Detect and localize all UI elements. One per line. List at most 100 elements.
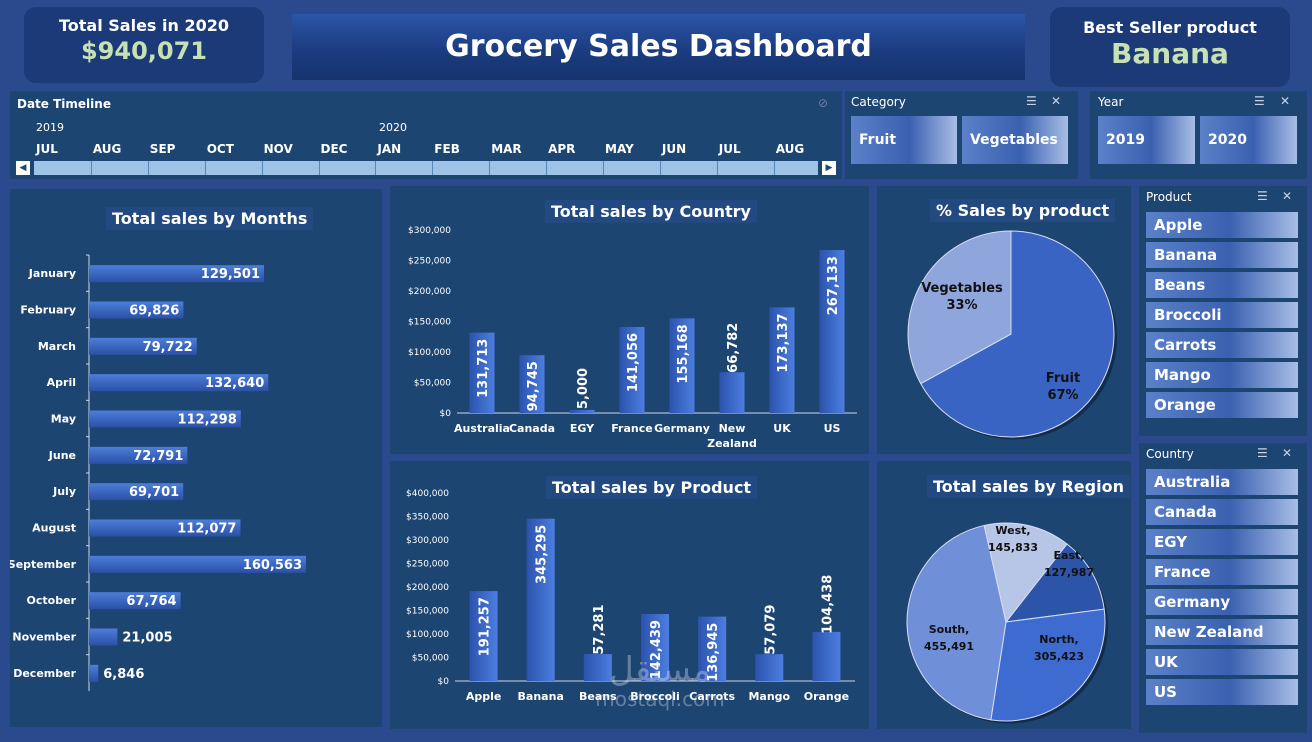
timeline-divider — [489, 161, 491, 175]
watermark-url: mostaql.com — [595, 687, 725, 711]
kpi-total-sales: Total Sales in 2020 $940,071 — [24, 7, 264, 83]
svg-country-ytick-label: $150,000 — [408, 318, 451, 328]
svg-country-category-label: Canada — [509, 422, 555, 435]
svg-pie2-slice-label: South, — [929, 623, 970, 636]
timeline-month[interactable]: DEC — [320, 142, 348, 156]
svg-product-ytick-label: $100,000 — [406, 630, 449, 640]
clear-filter-icon[interactable]: ⊘ — [818, 96, 829, 110]
country-item-egy[interactable]: EGY — [1146, 529, 1298, 555]
country-chart-title: Total sales by Country — [545, 200, 757, 223]
timeline-month[interactable]: APR — [548, 142, 576, 156]
product-item-mango[interactable]: Mango — [1146, 362, 1298, 388]
timeline-month[interactable]: FEB — [434, 142, 460, 156]
product-slicer: Product ☰ ✕ Apple Banana Beans Broccoli Carr… — [1139, 186, 1307, 436]
multi-select-icon[interactable]: ☰ — [1026, 94, 1043, 108]
months-value-label: 129,501 — [201, 267, 260, 282]
clear-filter-icon[interactable]: ✕ — [1282, 446, 1299, 460]
svg-product-value-label: 345,295 — [535, 525, 550, 584]
country-slicer: Country ☰ ✕ Australia Canada EGY France Germ… — [1139, 443, 1307, 733]
svg-country-value-label: 267,133 — [826, 256, 841, 315]
product-item-banana[interactable]: Banana — [1146, 242, 1298, 268]
svg-pie2-slice-value: 145,833 — [988, 541, 1038, 554]
months-category-label: September — [10, 558, 77, 571]
watermark-brand: مستقل — [609, 650, 711, 690]
timeline-month[interactable]: JUL — [36, 142, 58, 156]
timeline-month[interactable]: JAN — [377, 142, 402, 156]
months-value-label: 6,846 — [103, 667, 144, 682]
product-item-broccoli[interactable]: Broccoli — [1146, 302, 1298, 328]
timeline-month[interactable]: MAY — [605, 142, 634, 156]
svg-country-ytick-label: $200,000 — [408, 287, 451, 297]
months-category-label: July — [52, 485, 76, 498]
category-item-fruit[interactable]: Fruit — [851, 116, 957, 164]
year-item-2019[interactable]: 2019 — [1098, 116, 1195, 164]
timeline-year-2020: 2020 — [379, 121, 407, 134]
svg-product-ytick-label: $0 — [438, 677, 450, 687]
svg-country-value-label: 5,000 — [576, 368, 591, 409]
timeline-scroll-left-button[interactable]: ◀ — [16, 161, 30, 175]
product-item-orange[interactable]: Orange — [1146, 392, 1298, 418]
svg-country-value-label: 94,745 — [526, 361, 541, 411]
months-value-label: 72,791 — [133, 449, 183, 464]
category-item-vegetables[interactable]: Vegetables — [962, 116, 1068, 164]
months-chart-title: Total sales by Months — [106, 207, 314, 230]
svg-country-value-label: 155,168 — [676, 324, 691, 383]
timeline-month[interactable]: AUG — [92, 142, 122, 156]
clear-filter-icon[interactable]: ✕ — [1282, 189, 1299, 203]
country-item-germany[interactable]: Germany — [1146, 589, 1298, 615]
timeline-scroll-right-button[interactable]: ▶ — [822, 161, 836, 175]
svg-country-ytick-label: $250,000 — [408, 257, 451, 267]
dashboard-title-bar: Grocery Sales Dashboard — [292, 14, 1025, 80]
country-item-canada[interactable]: Canada — [1146, 499, 1298, 525]
months-category-label: October — [27, 594, 77, 607]
multi-select-icon[interactable]: ☰ — [1257, 446, 1274, 460]
multi-select-icon[interactable]: ☰ — [1254, 94, 1271, 108]
svg-pie2-slice — [983, 522, 1068, 624]
clear-filter-icon[interactable]: ✕ — [1280, 94, 1297, 108]
region-chart-panel: Total sales by Region East, 127,987 North,… — [877, 461, 1131, 729]
country-item-us[interactable]: US — [1146, 679, 1298, 705]
svg-pie1-slice-label: Fruit — [1046, 371, 1080, 386]
product-item-apple[interactable]: Apple — [1146, 212, 1298, 238]
timeline-month[interactable]: NOV — [263, 142, 293, 156]
date-timeline-title: Date Timeline — [17, 97, 111, 111]
country-item-uk[interactable]: UK — [1146, 649, 1298, 675]
svg-product-value-label: 142,439 — [649, 620, 664, 679]
product-item-carrots[interactable]: Carrots — [1146, 332, 1298, 358]
timeline-month[interactable]: MAR — [491, 142, 522, 156]
multi-select-icon[interactable]: ☰ — [1257, 189, 1274, 203]
months-chart: January 129,501 February 69,826 March 79,722 A… — [10, 254, 307, 691]
svg-country-value-label: 131,713 — [476, 339, 491, 398]
category-slicer-title: Category — [851, 95, 906, 109]
svg-country-ytick-label: $100,000 — [408, 348, 451, 358]
product-item-beans[interactable]: Beans — [1146, 272, 1298, 298]
kpi-best-seller-value: Banana — [1111, 37, 1229, 70]
months-category-label: August — [32, 522, 76, 535]
svg-product-bar — [698, 616, 727, 681]
country-item-new-zealand[interactable]: New Zealand — [1146, 619, 1298, 645]
clear-filter-icon[interactable]: ✕ — [1051, 94, 1068, 108]
timeline-month[interactable]: JUL — [718, 142, 741, 156]
timeline-month[interactable]: OCT — [206, 142, 234, 156]
svg-pie2-slice — [906, 524, 1007, 721]
year-item-2020[interactable]: 2020 — [1200, 116, 1297, 164]
date-timeline[interactable]: Date Timeline ⊘ 2019 2020 JUL AUG SEP OCT NO… — [10, 91, 842, 179]
pct-product-chart-panel: % Sales by product Fruit 67% Vegetables 33% — [877, 186, 1131, 454]
timeline-month[interactable]: JUN — [661, 142, 687, 156]
svg-country-category-label: Australia — [454, 422, 510, 435]
svg-country-value-label: 66,782 — [726, 323, 741, 373]
country-item-france[interactable]: France — [1146, 559, 1298, 585]
svg-product-category-label: Orange — [804, 690, 849, 703]
timeline-month[interactable]: SEP — [149, 142, 176, 156]
timeline-bar[interactable] — [34, 161, 818, 175]
months-value-label: 132,640 — [205, 376, 264, 391]
months-bar — [89, 519, 241, 537]
months-bar — [89, 337, 197, 355]
timeline-month[interactable]: AUG — [775, 142, 805, 156]
months-bar — [89, 483, 184, 501]
svg-pie2-slice-value: 455,491 — [924, 640, 974, 653]
timeline-divider — [546, 161, 548, 175]
country-item-australia[interactable]: Australia — [1146, 469, 1298, 495]
months-value-label: 112,298 — [178, 413, 237, 428]
svg-country-category-label: US — [824, 422, 841, 435]
